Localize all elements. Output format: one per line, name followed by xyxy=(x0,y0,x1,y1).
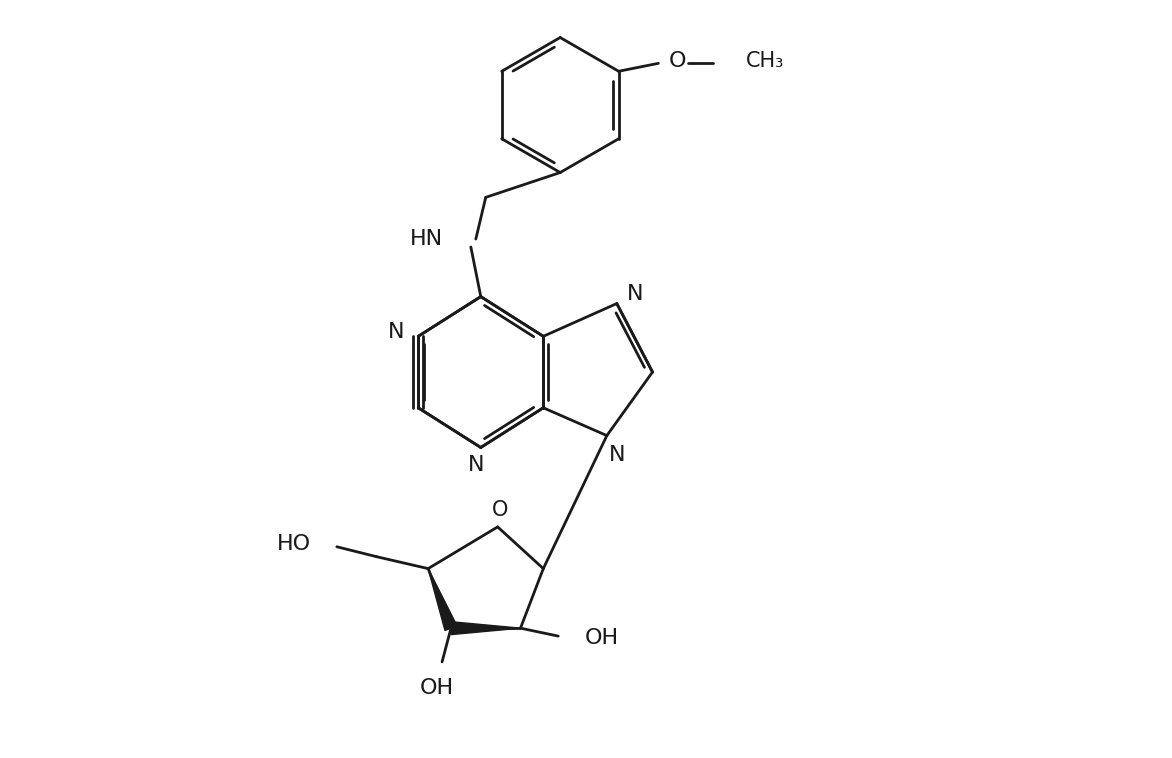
Text: OH: OH xyxy=(585,628,619,648)
Text: N: N xyxy=(608,446,625,465)
Text: O: O xyxy=(668,52,686,71)
Text: HO: HO xyxy=(277,534,311,554)
Text: N: N xyxy=(626,283,643,304)
Text: HN: HN xyxy=(410,229,443,249)
Text: CH₃: CH₃ xyxy=(745,52,784,71)
Text: OH: OH xyxy=(420,678,455,697)
Polygon shape xyxy=(428,568,457,631)
Polygon shape xyxy=(451,622,520,634)
Text: N: N xyxy=(468,456,484,475)
Text: O: O xyxy=(491,500,507,520)
Text: N: N xyxy=(388,322,404,343)
